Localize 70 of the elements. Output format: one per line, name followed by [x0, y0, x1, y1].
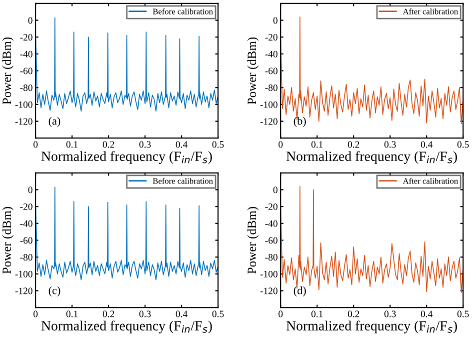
y-tick-label: 0 [273, 17, 278, 24]
annotation: (c) [48, 286, 60, 296]
x-axis-title: Normalized frequency (F$_{in}$/F$_{s}$) [286, 151, 457, 164]
y-axis-title: Power (dBm) [2, 206, 14, 274]
y-tick-label: -120 [260, 118, 278, 125]
x-tick-label: 0 [278, 141, 283, 148]
y-tick-label: -20 [265, 203, 278, 210]
y-tick-label: -80 [265, 254, 278, 261]
y-tick-label: -40 [20, 50, 32, 58]
x-tick-label: 0.1 [311, 141, 323, 148]
x-tick-label: 0.1 [66, 141, 78, 148]
y-tick-label: -120 [260, 288, 278, 294]
y-tick-label: 0 [28, 17, 32, 24]
y-tick-label: -80 [20, 254, 32, 261]
annotation: (a) [48, 116, 60, 127]
x-tick-label: 0 [33, 310, 38, 318]
annotation: (b) [294, 116, 306, 127]
y-tick-label: 0 [273, 186, 278, 194]
y-axis-title: Power (dBm) [247, 206, 259, 274]
y-tick-label: -80 [265, 84, 278, 92]
legend-label: After calibration [402, 178, 458, 184]
legend-label: Before calibration [152, 178, 213, 184]
x-tick-label: 0.1 [311, 310, 323, 318]
x-axis-title: Normalized frequency (F$_{in}$/F$_{s}$) [286, 320, 457, 334]
y-tick-label: -60 [265, 68, 278, 74]
y-tick-label: -100 [15, 101, 32, 108]
x-tick-label: 0.3 [139, 310, 151, 318]
y-tick-label: -20 [20, 34, 32, 41]
legend-label: After calibration [402, 8, 458, 14]
x-tick-label: 0.4 [420, 141, 433, 148]
x-tick-label: 0.5 [212, 141, 224, 148]
y-tick-label: -120 [15, 288, 32, 294]
y-tick-label: -40 [265, 220, 278, 227]
y-tick-label: -40 [20, 220, 32, 227]
y-axis-title: Power (dBm) [247, 37, 259, 104]
x-axis-title: Normalized frequency (F$_{in}$/F$_{s}$) [41, 320, 212, 334]
x-tick-label: 0.4 [176, 141, 188, 148]
x-tick-label: 0.5 [457, 310, 469, 318]
x-tick-label: 0.2 [348, 310, 360, 318]
y-tick-label: -40 [265, 50, 278, 58]
y-tick-label: -20 [265, 34, 278, 41]
x-tick-label: 0.2 [102, 310, 114, 318]
x-axis-title: Normalized frequency (F$_{in}$/F$_{s}$) [41, 151, 212, 164]
y-tick-label: -100 [260, 270, 278, 278]
x-tick-label: 0.2 [348, 141, 360, 148]
y-tick-label: -20 [20, 203, 32, 210]
y-tick-label: -80 [20, 84, 32, 92]
x-tick-label: 0.4 [420, 310, 433, 318]
y-tick-label: -120 [15, 118, 32, 125]
y-tick-label: -60 [20, 68, 32, 74]
line-series [36, 17, 218, 112]
x-tick-label: 0.3 [384, 141, 396, 148]
y-axis-title: Power (dBm) [2, 37, 14, 104]
x-tick-label: 0.4 [176, 310, 188, 318]
line-series [36, 186, 218, 280]
y-tick-label: -60 [20, 237, 32, 244]
x-tick-label: 0 [33, 141, 38, 148]
x-tick-label: 0.3 [384, 310, 396, 318]
y-tick-label: -100 [260, 101, 278, 108]
x-tick-label: 0.5 [212, 310, 224, 318]
y-tick-label: 0 [28, 186, 32, 194]
x-tick-label: 0.5 [457, 141, 469, 148]
y-tick-label: -100 [15, 270, 32, 278]
annotation: (d) [294, 286, 306, 296]
x-tick-label: 0.1 [66, 310, 78, 318]
x-tick-label: 0.2 [102, 141, 114, 148]
x-tick-label: 0.3 [139, 141, 151, 148]
x-tick-label: 0 [278, 310, 283, 318]
legend-label: Before calibration [152, 8, 213, 14]
y-tick-label: -60 [265, 237, 278, 244]
